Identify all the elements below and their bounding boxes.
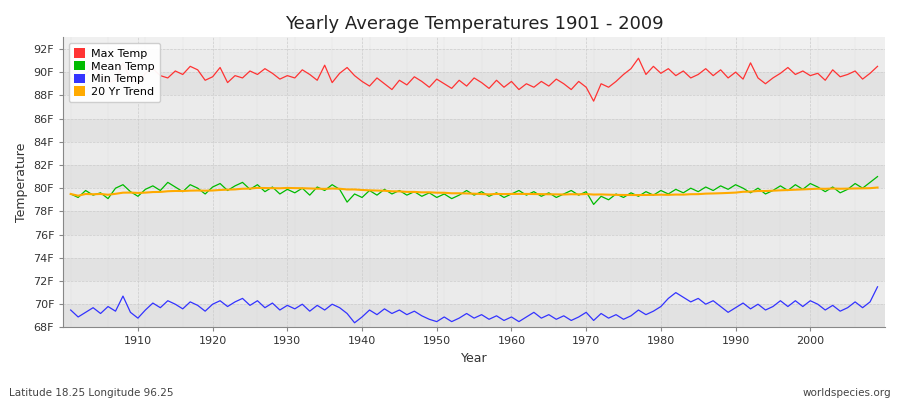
Bar [63,211,885,234]
Bar [63,142,885,165]
Legend: Max Temp, Mean Temp, Min Temp, 20 Yr Trend: Max Temp, Mean Temp, Min Temp, 20 Yr Tre… [68,43,160,102]
Bar [63,95,885,118]
Bar [63,118,885,142]
Bar [63,234,885,258]
Title: Yearly Average Temperatures 1901 - 2009: Yearly Average Temperatures 1901 - 2009 [284,15,663,33]
X-axis label: Year: Year [461,352,488,365]
Y-axis label: Temperature: Temperature [15,143,28,222]
Bar [63,165,885,188]
Bar [63,258,885,281]
Text: worldspecies.org: worldspecies.org [803,388,891,398]
Bar [63,49,885,72]
Bar [63,188,885,211]
Bar [63,281,885,304]
Bar [63,304,885,328]
Bar [63,72,885,95]
Text: Latitude 18.25 Longitude 96.25: Latitude 18.25 Longitude 96.25 [9,388,174,398]
